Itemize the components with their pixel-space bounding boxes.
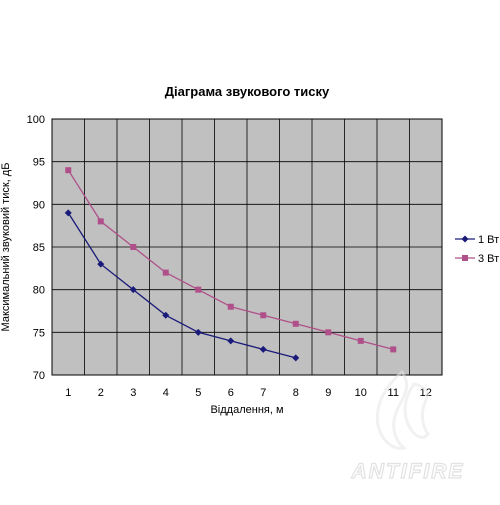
y-tick-label: 100 (27, 114, 45, 126)
legend-label: 3 Вт (478, 253, 499, 265)
data-point (97, 260, 105, 268)
x-tick-label: 7 (260, 387, 266, 399)
data-point (260, 312, 267, 319)
y-tick-label: 90 (33, 199, 45, 211)
data-point (65, 167, 72, 174)
x-tick-label: 10 (355, 387, 367, 399)
data-point (162, 269, 169, 276)
data-point (162, 311, 170, 319)
data-point (129, 286, 137, 294)
x-tick-label: 3 (130, 387, 136, 399)
x-tick-label: 9 (325, 387, 331, 399)
legend-marker (462, 255, 468, 261)
data-point (194, 328, 202, 336)
data-point (292, 320, 299, 327)
flame-logo-icon (375, 369, 430, 450)
data-point (227, 337, 235, 345)
data-point (227, 303, 234, 310)
x-tick-label: 4 (163, 387, 169, 399)
x-tick-label: 6 (228, 387, 234, 399)
data-point (64, 209, 72, 217)
y-tick-label: 75 (33, 327, 45, 339)
grid-lines (52, 119, 442, 375)
data-point (325, 329, 332, 336)
data-point (130, 244, 137, 250)
y-tick-label: 95 (33, 157, 45, 169)
x-tick-label: 8 (293, 387, 299, 399)
data-point (97, 218, 104, 225)
chart-title: Діаграма звукового тиску (165, 84, 330, 99)
x-tick-label: 11 (388, 387, 399, 399)
data-point (390, 346, 397, 353)
y-tick-label: 70 (33, 370, 45, 382)
x-tick-label: 5 (195, 387, 201, 399)
y-axis-label: Максимальний звуковий тиск, дБ (0, 163, 12, 332)
x-axis-ticks: 1 2 3 4 5 6 7 8 9 10 11 12 (65, 387, 432, 399)
series-layer (64, 167, 397, 362)
data-point (195, 286, 202, 293)
legend: 1 Вт 3 Вт (455, 234, 499, 265)
legend-label: 1 Вт (478, 234, 499, 246)
x-tick-label: 1 (65, 387, 71, 399)
legend-item: 1 Вт (455, 234, 499, 246)
x-tick-label: 2 (98, 387, 104, 399)
data-point (357, 337, 364, 344)
series-2 (65, 167, 397, 353)
series-line (67, 212, 296, 359)
y-tick-label: 80 (33, 285, 45, 297)
legend-marker (461, 235, 469, 243)
series-1 (64, 209, 300, 362)
data-point (259, 345, 267, 353)
data-point (292, 354, 300, 362)
x-axis-label: Віддалення, м (210, 404, 283, 416)
y-axis-ticks: 70 75 80 85 90 95 100 (27, 114, 45, 382)
y-tick-label: 85 (33, 242, 45, 254)
legend-item: 3 Вт (455, 253, 499, 265)
watermark-text: ANTIFIRE (351, 460, 465, 483)
